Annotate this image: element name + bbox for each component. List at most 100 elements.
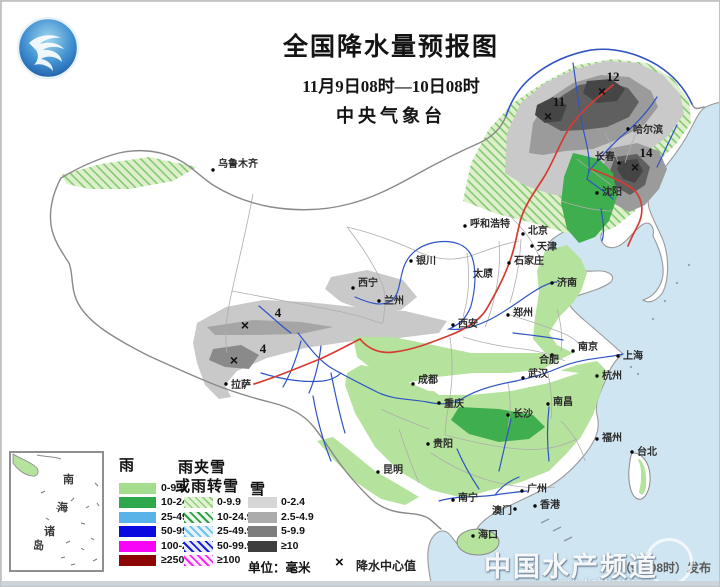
city-dot [351, 286, 355, 290]
city-dot [377, 299, 381, 303]
city-label: 西安 [458, 317, 478, 330]
precipitation-areas [61, 59, 691, 505]
legend-swatch-rain-250 [119, 555, 156, 566]
yangtze-river [297, 332, 624, 405]
city-label: 海口 [478, 528, 498, 541]
taiwan-rain-strip [638, 459, 647, 495]
legend-snow-header: 雪 [250, 481, 267, 498]
inset-hainan [12, 453, 39, 477]
legend-swatch-sleet-0-9.9 [184, 497, 213, 508]
precip-center-value: 12 [607, 69, 620, 84]
city-label: 济南 [557, 276, 577, 289]
rivers [258, 48, 693, 502]
legend-swatch-rain-0-9.9 [119, 483, 156, 494]
legend-sleet-header-2: 或雨转雪 [175, 478, 240, 495]
legend-swatch-rain-100-250 [119, 541, 156, 552]
legend-swatch-sleet-100 [184, 555, 213, 566]
forecast-period: 11月9日08时—10日08时 [302, 77, 480, 96]
precip-center-mark: × [241, 317, 249, 333]
snow-core-12 [583, 79, 625, 103]
precip-center-value: 4 [260, 341, 267, 356]
city-dot [571, 349, 575, 353]
sleet-area-northwest [61, 157, 197, 189]
city-dot [521, 376, 525, 380]
songhua-river [572, 62, 590, 180]
legend-swatch-snow-5-9.9 [248, 526, 277, 537]
city-label: 郑州 [513, 306, 533, 319]
precip-center-value: 4 [275, 305, 282, 320]
city-dot [533, 504, 537, 508]
legend-label: 50-99.9 [217, 540, 253, 552]
snow-area-west-dark [209, 345, 259, 369]
city-label: 西宁 [358, 276, 378, 289]
city-dot [488, 268, 492, 272]
precip-center-mark: × [230, 352, 238, 368]
city-label: 武汉 [528, 367, 549, 380]
city-dot [546, 402, 550, 406]
city-dot [626, 127, 630, 131]
legend-label: 0-2.4 [281, 496, 305, 508]
city-label: 贵阳 [433, 437, 453, 450]
city-dot [224, 382, 228, 386]
inset-char: 南 [63, 474, 74, 486]
city-label: 合肥 [538, 353, 559, 366]
province-borders [225, 120, 642, 489]
city-label: 成都 [418, 373, 438, 386]
legend-rain-header: 雨 [119, 457, 136, 474]
snow-core-11 [535, 97, 567, 123]
city-dot [409, 259, 413, 263]
legend-label: 10-24.9 [161, 496, 197, 508]
inset-char: 诸 [44, 526, 55, 538]
legend-swatch-sleet-10-24.9 [184, 512, 213, 523]
city-label: 杭州 [602, 369, 622, 382]
city-dot [630, 450, 634, 454]
inset-islands [35, 482, 100, 566]
city-label: 南昌 [553, 395, 573, 408]
city-label: 银川 [416, 254, 436, 267]
legend-swatch-sleet-25-49.9 [184, 526, 213, 537]
city-dot [426, 442, 430, 446]
cities: 乌鲁木齐 拉萨 西宁 兰州 银川 呼和浩特 北京 天津 石家庄 太原 济南 郑州… [211, 123, 663, 541]
agency-name: 中央气象台 [336, 106, 446, 126]
legend-label: 100-250 [161, 540, 200, 552]
precip-center-legend-label: 降水中心值 [356, 559, 417, 573]
inset-char: 海 [57, 502, 68, 514]
precip-center-value: 14 [640, 145, 654, 160]
city-label: 南宁 [458, 491, 478, 504]
city-label: 重庆 [444, 397, 464, 410]
city-dot [437, 401, 441, 405]
inset-char: 岛 [33, 540, 44, 552]
precip-center-symbol: × [335, 554, 344, 571]
city-label: 昆明 [383, 464, 403, 476]
precip-center-value: 11 [553, 94, 565, 109]
inset-coast [36, 454, 62, 460]
legend-label: 0-9.9 [217, 496, 241, 508]
rain-area-hunan-mid [451, 407, 545, 442]
islands [456, 263, 691, 556]
legend-label: 25-49.9 [161, 511, 197, 523]
city-label: 拉萨 [231, 378, 251, 391]
city-label: 上海 [623, 349, 643, 362]
page-title: 全国降水量预报图 [282, 34, 499, 61]
city-label: 香港 [540, 498, 561, 511]
city-dot [550, 353, 554, 357]
south-china-sea-inset: 南 海 诸 岛 [9, 451, 104, 572]
cma-logo-icon [16, 16, 80, 80]
bottom-frame-strip [1, 581, 719, 586]
city-dot [463, 224, 467, 228]
precip-center-mark: × [631, 159, 639, 175]
rain-area-sichuan-band [353, 337, 561, 383]
city-dot [451, 323, 455, 327]
legend-label: ≥100 [217, 554, 241, 566]
city-label: 太原 [472, 267, 493, 280]
yellow-river [354, 240, 558, 331]
city-dot [507, 261, 511, 265]
legend-swatch-rain-25-49.9 [119, 512, 156, 523]
legend-unit: 单位：毫米 [248, 561, 311, 575]
legend-label: 5-9.9 [281, 525, 305, 537]
legend-label: ≥250 [161, 554, 185, 566]
city-label: 长春 [595, 150, 615, 163]
legend-swatch-sleet-50-99.9 [184, 541, 213, 552]
city-label: 沈阳 [602, 185, 622, 198]
